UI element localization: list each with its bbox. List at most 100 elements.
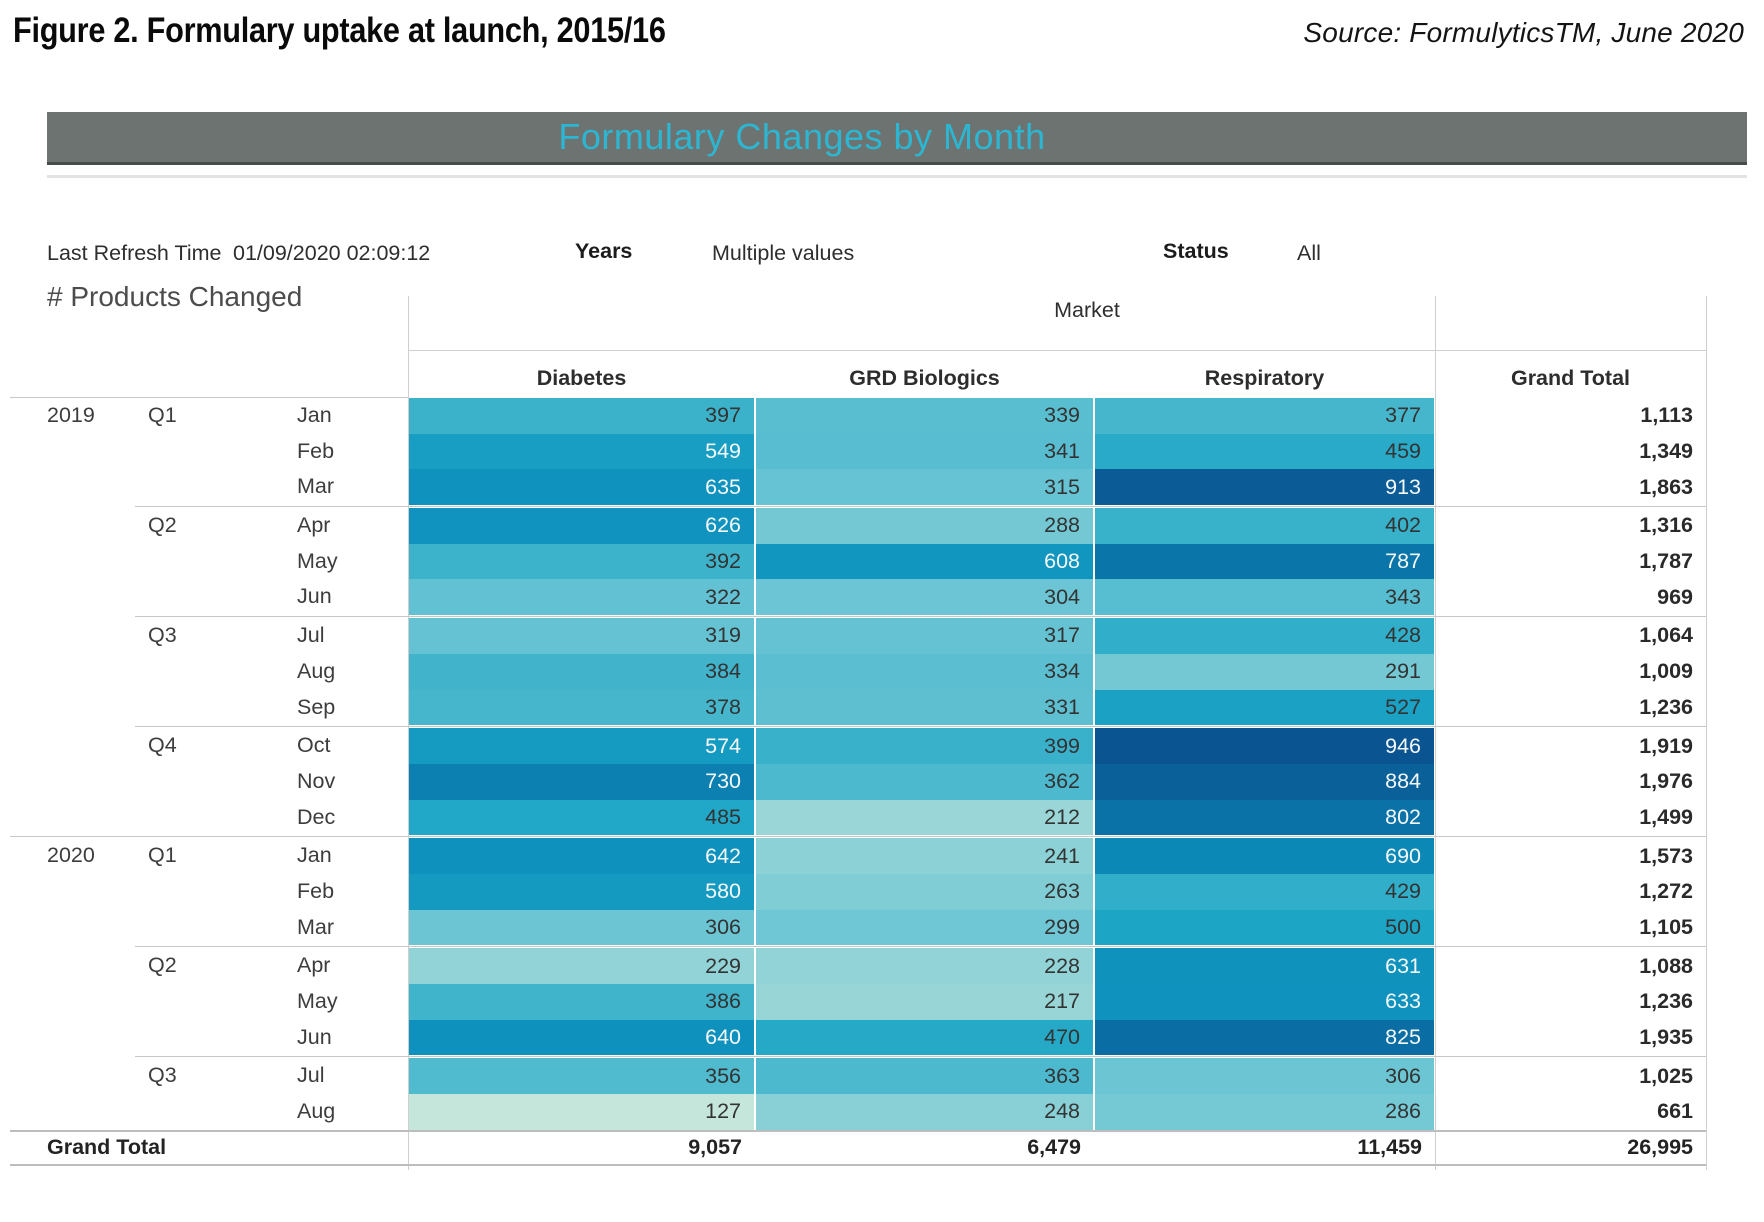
month-label: Apr [297, 513, 331, 538]
heatmap-cell-column: 291 [1094, 653, 1435, 690]
row-total: 1,113 [1640, 403, 1693, 428]
quarter-label [135, 764, 287, 800]
year-label [10, 654, 135, 690]
quarter-label [135, 690, 287, 726]
heatmap-cell-column: 802 [1094, 799, 1435, 836]
quarter-label [135, 874, 287, 910]
heatmap-cell-column: 946 [1094, 728, 1435, 764]
heatmap-cell-column: 263 [755, 873, 1094, 910]
heatmap-cell-column: 217 [755, 984, 1094, 1020]
year-label [10, 874, 135, 910]
year-label [10, 764, 135, 800]
heatmap-cell: 485 [409, 799, 754, 836]
heatmap-cell: 802 [1095, 799, 1434, 836]
year-label [10, 469, 135, 505]
heatmap-cell-column: 377 [1094, 398, 1435, 434]
heatmap-cell-column: 286 [1094, 1094, 1435, 1130]
table-row: 2019 Q1 Jan 397 339 377 1,113 [10, 397, 1706, 434]
market-band-divider [408, 350, 1706, 351]
quarter-label: Q3 [148, 1063, 177, 1088]
row-total: 1,935 [1639, 1025, 1693, 1050]
table-row: Q4 Oct 574 399 946 1,919 [10, 726, 1706, 764]
heatmap-cell-column: 306 [408, 909, 755, 946]
month-label: Mar [297, 914, 335, 939]
heatmap-cell-column: 356 [408, 1058, 755, 1095]
table-row: Aug 127 248 286 661 [10, 1094, 1706, 1130]
heatmap-cell-column: 317 [755, 618, 1094, 654]
header-separator-line [10, 397, 408, 398]
heatmap-cell-column: 304 [755, 579, 1094, 616]
heatmap-cell: 339 [756, 398, 1093, 434]
heatmap-cell-column: 690 [1094, 838, 1435, 874]
quarter-separator-line [10, 836, 1706, 838]
year-label [10, 1094, 135, 1130]
heatmap-cell: 299 [756, 909, 1093, 946]
year-label [10, 910, 135, 946]
heatmap-cell-column: 315 [755, 469, 1094, 506]
row-total: 1,863 [1639, 474, 1693, 499]
year-label [10, 434, 135, 470]
title-bar-shadow [47, 175, 1747, 178]
table-row: May 392 608 787 1,787 [10, 543, 1706, 580]
heatmap-cell-column: 306 [1094, 1058, 1435, 1095]
row-total: 661 [1657, 1099, 1693, 1124]
row-total: 1,919 [1639, 733, 1693, 758]
quarter-label [135, 654, 287, 690]
heatmap-cell-column: 787 [1094, 543, 1435, 580]
table-row: Q3 Jul 319 317 428 1,064 [10, 616, 1706, 654]
year-label: 2019 [47, 403, 95, 427]
figure-title: Figure 2. Formulary uptake at launch, 20… [13, 10, 666, 50]
heatmap-cell-column: 470 [755, 1019, 1094, 1056]
month-label: Jul [297, 1063, 325, 1088]
heatmap-cell-column: 378 [408, 689, 755, 726]
column-total: 11,459 [1357, 1135, 1422, 1160]
quarter-label [135, 984, 287, 1020]
heatmap-cell: 334 [756, 653, 1093, 690]
dashboard-title: Formulary Changes by Month [558, 116, 1046, 157]
quarter-label [135, 1094, 287, 1130]
heatmap-cell-column: 485 [408, 799, 755, 836]
heatmap-cell: 248 [756, 1094, 1093, 1130]
quarter-label [135, 469, 287, 505]
heatmap-cell: 884 [1095, 763, 1434, 800]
heatmap-cell-column: 331 [755, 689, 1094, 726]
heatmap-cell: 631 [1095, 948, 1434, 984]
row-total: 1,316 [1639, 513, 1693, 538]
grand-total-row: Grand Total 9,057 6,479 11,459 26,995 [10, 1129, 1706, 1166]
year-label: 2020 [47, 843, 95, 868]
heatmap-cell: 341 [756, 433, 1093, 470]
column-header-grand-total: Grand Total [1510, 366, 1631, 390]
row-total: 1,009 [1639, 659, 1693, 684]
heatmap-cell-column: 319 [408, 618, 755, 654]
years-filter-value: Multiple values [712, 241, 855, 265]
row-total: 1,236 [1639, 694, 1693, 719]
heatmap-cell-column: 212 [755, 799, 1094, 836]
heatmap-cell-column: 343 [1094, 579, 1435, 616]
heatmap-cell-column: 363 [755, 1058, 1094, 1095]
heatmap-cell-column: 730 [408, 763, 755, 800]
heatmap-cell-column: 248 [755, 1094, 1094, 1130]
heatmap-cell: 913 [1095, 469, 1434, 506]
row-total: 1,025 [1639, 1063, 1693, 1088]
table-row: May 386 217 633 1,236 [10, 984, 1706, 1020]
heatmap-cell: 306 [409, 909, 754, 946]
heatmap-cell: 825 [1095, 1019, 1434, 1056]
grand-total-value: 26,995 [1627, 1135, 1693, 1160]
heatmap-cell-column: 341 [755, 433, 1094, 470]
table-row: Nov 730 362 884 1,976 [10, 763, 1706, 800]
row-total: 1,272 [1639, 879, 1693, 904]
table-divider-left [408, 296, 409, 1170]
heatmap-cell-column: 127 [408, 1094, 755, 1130]
heatmap-cell-column: 635 [408, 469, 755, 506]
heatmap-cell: 640 [409, 1019, 754, 1056]
heatmap-cell: 690 [1095, 838, 1434, 874]
heatmap-cell: 730 [409, 763, 754, 800]
heatmap-cell-column: 459 [1094, 433, 1435, 470]
heatmap-cell: 331 [756, 689, 1093, 726]
last-refresh-label: Last Refresh Time [47, 241, 222, 265]
table-row: Sep 378 331 527 1,236 [10, 689, 1706, 726]
heatmap-cell-column: 397 [408, 398, 755, 434]
heatmap-cell: 363 [756, 1058, 1093, 1095]
column-total: 6,479 [1027, 1135, 1081, 1160]
heatmap-cell: 428 [1095, 618, 1434, 654]
